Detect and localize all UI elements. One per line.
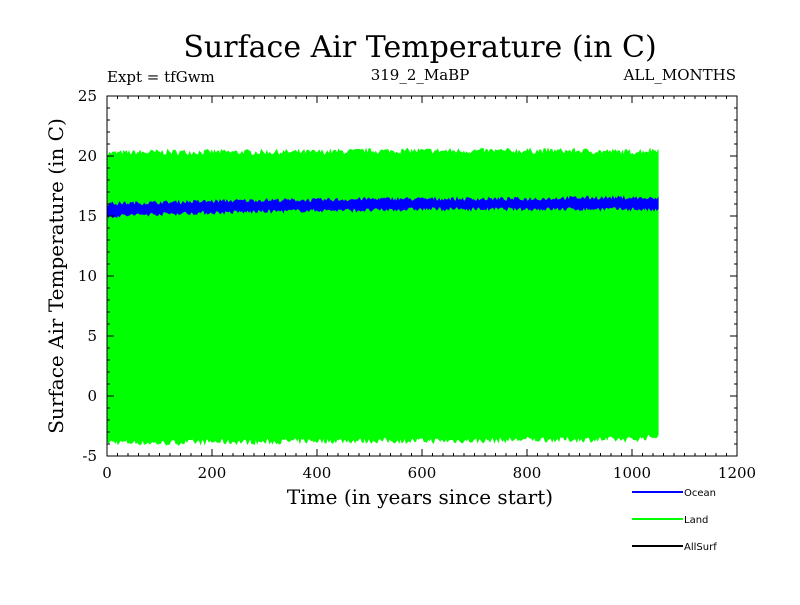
y-tick-label: 20 bbox=[78, 147, 97, 165]
legend: Ocean Land AllSurf bbox=[632, 488, 717, 553]
axis-ticks: 0 200 400 600 800 1000 1200 -5 0 5 10 15 20 25 bbox=[78, 87, 756, 482]
x-tick-label: 1200 bbox=[718, 464, 756, 482]
legend-label-land: Land bbox=[684, 515, 708, 526]
y-tick-label: 15 bbox=[78, 207, 97, 225]
y-tick-label: 25 bbox=[78, 87, 97, 105]
y-tick-label: 10 bbox=[78, 267, 97, 285]
y-axis-label: Surface Air Temperature (in C) bbox=[44, 118, 68, 434]
experiment-label: Expt = tfGwm bbox=[107, 68, 215, 86]
x-tick-label: 600 bbox=[408, 464, 437, 482]
x-tick-label: 200 bbox=[198, 464, 227, 482]
months-label: ALL_MONTHS bbox=[623, 66, 736, 84]
x-tick-label: 0 bbox=[102, 464, 112, 482]
y-tick-label: 5 bbox=[87, 327, 97, 345]
series-ocean-band bbox=[106, 195, 659, 219]
series-land-band bbox=[106, 147, 659, 446]
x-tick-label: 800 bbox=[513, 464, 542, 482]
legend-label-allsurf: AllSurf bbox=[684, 542, 717, 553]
x-tick-label: 400 bbox=[303, 464, 332, 482]
y-tick-label: -5 bbox=[82, 447, 97, 465]
period-label: 319_2_MaBP bbox=[371, 66, 470, 84]
x-axis-label: Time (in years since start) bbox=[287, 485, 553, 509]
legend-label-ocean: Ocean bbox=[684, 488, 716, 499]
chart-title: Surface Air Temperature (in C) bbox=[183, 30, 656, 65]
plot-data-layer bbox=[106, 147, 659, 446]
y-tick-label: 0 bbox=[87, 387, 97, 405]
x-tick-label: 1000 bbox=[613, 464, 651, 482]
